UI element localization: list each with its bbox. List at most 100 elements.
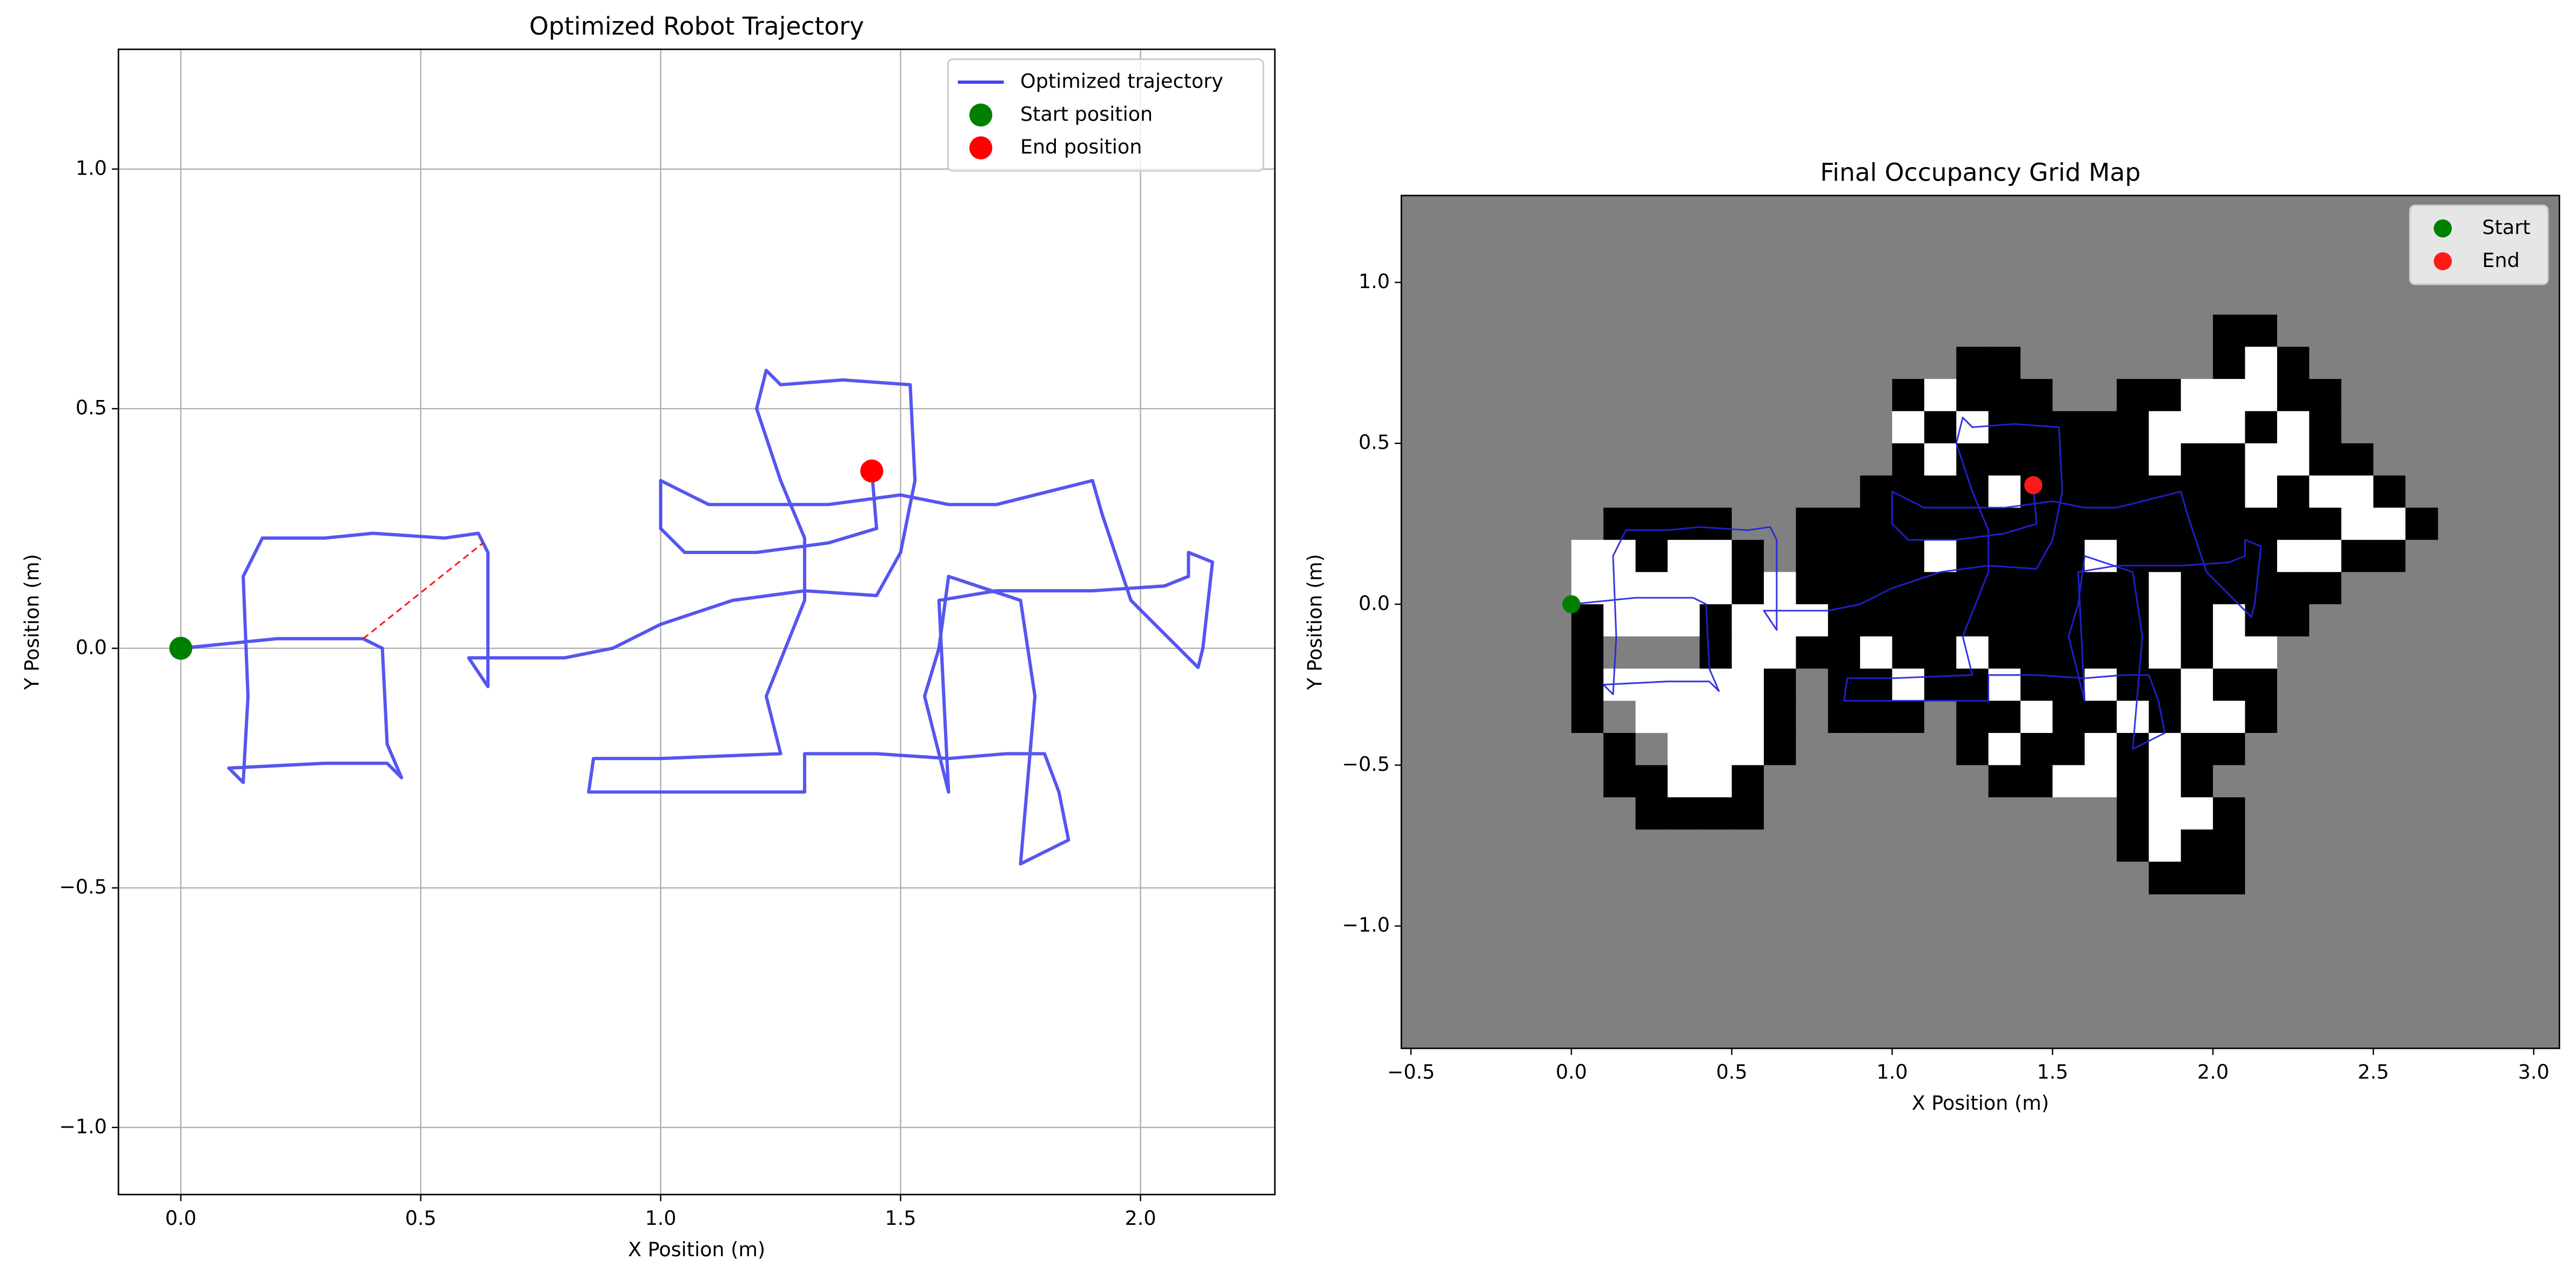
grid-cell (1796, 797, 1829, 830)
grid-cell (1828, 862, 1861, 895)
grid-cell (1667, 379, 1701, 412)
grid-cell (2309, 443, 2342, 476)
grid-cell (2277, 862, 2310, 895)
grid-cell (1700, 379, 1732, 412)
grid-cell (1796, 765, 1829, 798)
grid-cell (1635, 765, 1668, 798)
grid-cell (1700, 829, 1732, 863)
grid-cell (1667, 508, 1701, 541)
grid-cell (2373, 443, 2406, 476)
grid-cell (2245, 636, 2278, 669)
grid-cell (1892, 829, 1925, 863)
grid-cell (1603, 411, 1636, 444)
grid-cell (1828, 379, 1861, 412)
grid-cell (1731, 475, 1764, 509)
grid-cell (2213, 539, 2246, 573)
grid-cell (2277, 604, 2310, 637)
grid-cell (2084, 379, 2117, 412)
grid-cell (2373, 636, 2406, 669)
grid-cell (1667, 572, 1701, 605)
point (2024, 476, 2043, 495)
grid-cell (2084, 346, 2117, 379)
grid-cell (2117, 668, 2150, 702)
grid-cell (2213, 411, 2246, 444)
grid-cell (1667, 539, 1701, 573)
grid-cell (2341, 829, 2374, 863)
grid-cell (2245, 443, 2278, 476)
grid-cell (2341, 411, 2374, 444)
grid-cell (1892, 797, 1925, 830)
grid-cell (1603, 765, 1636, 798)
x-tick-label: 0.5 (405, 1206, 437, 1230)
grid-cell (1988, 443, 2021, 476)
grid-cell (1988, 862, 2021, 895)
grid-cell (1988, 701, 2021, 734)
grid-cell (1667, 797, 1701, 830)
grid-cell (1860, 765, 1893, 798)
grid-cell (2405, 443, 2438, 476)
grid-cell (2180, 475, 2214, 509)
grid-cell (1635, 604, 1668, 637)
grid-cell (2309, 508, 2342, 541)
grid-cell (1924, 862, 1957, 895)
grid-cell (1860, 475, 1893, 509)
grid-cell (2180, 797, 2214, 830)
grid-cell (1860, 411, 1893, 444)
grid-cell (1764, 315, 1797, 348)
grid-cell (2405, 508, 2438, 541)
grid-cell (2245, 411, 2278, 444)
grid-cell (2309, 475, 2342, 509)
y-tick-label: −1.0 (1342, 914, 1390, 937)
grid-cell (2020, 732, 2053, 766)
grid-cell (2309, 668, 2342, 702)
grid-cell (1667, 765, 1701, 798)
grid-cell (1860, 829, 1893, 863)
grid-cell (1828, 732, 1861, 766)
grid-cell (2373, 668, 2406, 702)
grid-cell (1571, 315, 1604, 348)
grid-cell (2309, 862, 2342, 895)
grid-cell (2084, 701, 2117, 734)
grid-cell (2309, 765, 2342, 798)
grid-cell (2245, 315, 2278, 348)
grid-cell (2277, 508, 2310, 541)
grid-cell (2213, 508, 2246, 541)
grid-cell (1667, 604, 1701, 637)
grid-cell (1892, 508, 1925, 541)
grid-cell (2180, 636, 2214, 669)
grid-cell (1796, 604, 1829, 637)
legend: Start End (2409, 204, 2549, 285)
grid-cell (2277, 315, 2310, 348)
grid-cell (1892, 732, 1925, 766)
grid-cell (1956, 829, 1989, 863)
grid-cell (1603, 379, 1636, 412)
grid-cell (1924, 797, 1957, 830)
grid-cell (1764, 829, 1797, 863)
legend: Optimized trajectory Start position End po… (947, 58, 1264, 172)
grid-cell (2149, 379, 2182, 412)
grid-cell (1764, 475, 1797, 509)
grid-cell (1764, 765, 1797, 798)
grid-cell (1860, 539, 1893, 573)
grid-cell (1828, 797, 1861, 830)
grid-cell (2309, 379, 2342, 412)
grid-cell (1731, 411, 1764, 444)
grid-cell (2245, 539, 2278, 573)
grid-cell (2405, 636, 2438, 669)
grid-cell (2117, 539, 2150, 573)
grid-cell (1924, 636, 1957, 669)
grid-cell (1764, 508, 1797, 541)
grid-cell (1603, 346, 1636, 379)
grid-cell (2117, 346, 2150, 379)
grid-cell (2213, 636, 2246, 669)
grid-cell (2373, 475, 2406, 509)
grid-cell (1956, 346, 1989, 379)
grid-cell (1924, 508, 1957, 541)
grid-cell (2309, 572, 2342, 605)
axes-frame (1400, 195, 2560, 1049)
grid-cell (1731, 636, 1764, 669)
grid-cell (2084, 797, 2117, 830)
grid-cell (2213, 732, 2246, 766)
grid-cell (2052, 668, 2085, 702)
grid-cell (2084, 475, 2117, 509)
